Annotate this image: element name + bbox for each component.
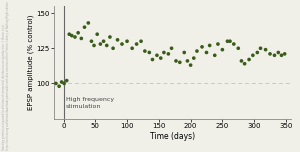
Point bbox=[154, 54, 159, 57]
Point bbox=[95, 33, 100, 35]
Point bbox=[239, 60, 244, 62]
Point bbox=[53, 82, 58, 85]
Point bbox=[147, 51, 152, 54]
Point bbox=[76, 32, 80, 34]
Point bbox=[64, 79, 69, 82]
Point bbox=[166, 53, 171, 55]
Point bbox=[188, 64, 193, 66]
Point bbox=[200, 46, 204, 48]
Point bbox=[215, 43, 220, 45]
Point bbox=[258, 47, 263, 50]
Point bbox=[182, 51, 187, 54]
Point bbox=[86, 22, 91, 24]
Point bbox=[174, 60, 178, 62]
Point bbox=[125, 40, 130, 42]
Point bbox=[207, 44, 212, 47]
Point bbox=[59, 81, 64, 83]
Point bbox=[69, 34, 74, 37]
Point bbox=[62, 82, 67, 85]
Point bbox=[247, 58, 251, 61]
Point bbox=[98, 43, 103, 45]
Point bbox=[142, 50, 147, 52]
Point bbox=[104, 44, 109, 47]
Point bbox=[101, 40, 106, 42]
Text: Granting permission required for all forms of commercial distribution or reprodu: Granting permission required for all for… bbox=[2, 2, 10, 150]
Point bbox=[255, 51, 260, 54]
Point bbox=[185, 60, 190, 62]
Point bbox=[130, 47, 135, 50]
Point bbox=[272, 54, 277, 57]
Point bbox=[177, 61, 182, 64]
Point bbox=[150, 58, 155, 61]
Point bbox=[191, 57, 196, 59]
Point bbox=[139, 40, 143, 42]
Point bbox=[89, 40, 94, 42]
Point bbox=[225, 40, 230, 42]
Point bbox=[161, 51, 166, 54]
Point bbox=[250, 54, 255, 57]
Point bbox=[169, 47, 174, 50]
Point bbox=[212, 54, 217, 57]
Point bbox=[111, 47, 116, 50]
Point bbox=[57, 85, 62, 87]
Point bbox=[73, 36, 77, 38]
Point bbox=[115, 39, 120, 41]
Point bbox=[134, 43, 139, 45]
Point bbox=[279, 54, 284, 57]
Point bbox=[107, 36, 112, 38]
Y-axis label: EPSP amplitude (% control): EPSP amplitude (% control) bbox=[27, 15, 34, 110]
Point bbox=[204, 51, 209, 54]
Point bbox=[195, 50, 200, 52]
Point bbox=[67, 33, 72, 35]
Point bbox=[220, 48, 225, 51]
Point bbox=[92, 44, 96, 47]
Point bbox=[158, 57, 163, 59]
Point bbox=[228, 40, 232, 42]
X-axis label: Time (days): Time (days) bbox=[150, 131, 195, 140]
Point bbox=[263, 48, 268, 51]
Point bbox=[120, 43, 124, 45]
Point bbox=[276, 51, 281, 54]
Point bbox=[242, 62, 247, 65]
Point bbox=[82, 26, 87, 28]
Point bbox=[236, 47, 241, 50]
Point bbox=[231, 43, 236, 45]
Point bbox=[79, 37, 84, 40]
Point bbox=[282, 53, 287, 55]
Point bbox=[268, 53, 272, 55]
Text: High frequency
stimulation: High frequency stimulation bbox=[66, 97, 114, 109]
